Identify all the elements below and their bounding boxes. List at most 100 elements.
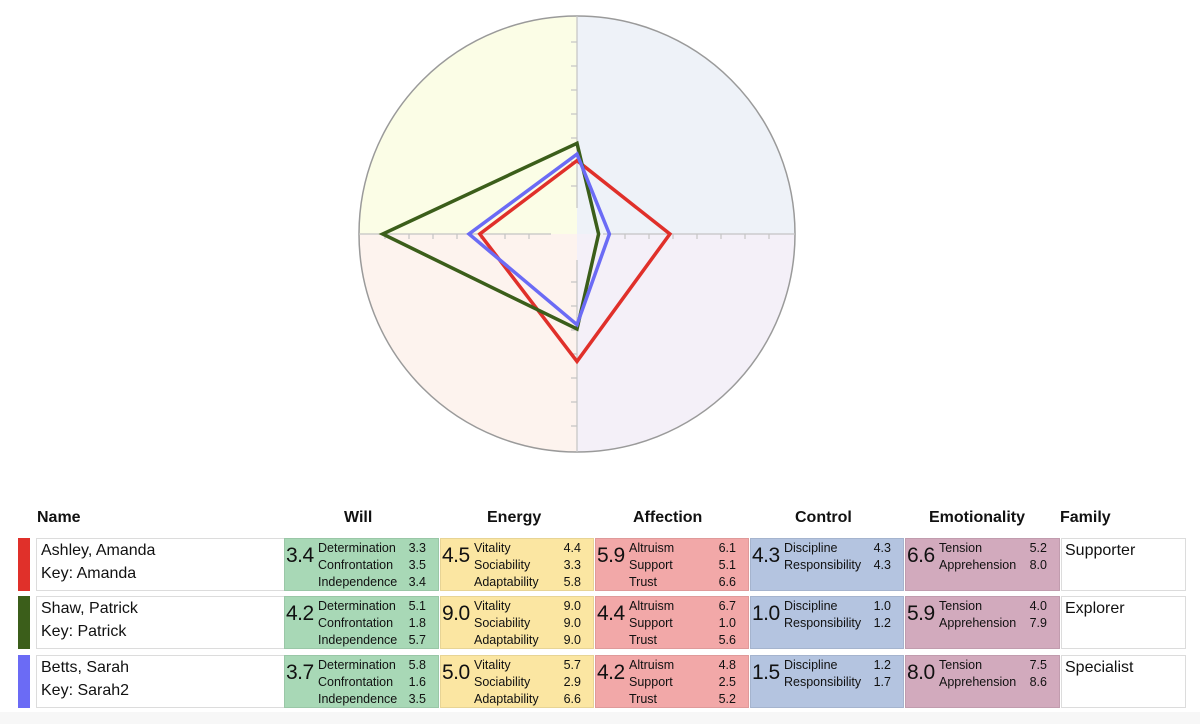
series-betts-sarah bbox=[466, 151, 612, 328]
affection-subscale-value: 1.0 bbox=[718, 616, 736, 630]
emotionality-subscale-label: Apprehension bbox=[939, 616, 1017, 630]
affection-subscale-value: 5.6 bbox=[718, 633, 736, 647]
energy-subscale-value: 9.0 bbox=[563, 599, 581, 613]
energy-subscale-label: Vitality bbox=[474, 541, 511, 555]
energy-score: 4.5 bbox=[442, 544, 470, 567]
control-subscale-value: 4.3 bbox=[873, 558, 891, 572]
family-label: Specialist bbox=[1065, 659, 1134, 676]
will-subscale-label: Confrontation bbox=[318, 675, 394, 689]
table-row[interactable]: Betts, Sarah Key: Sarah2 3.7 Determinatio… bbox=[0, 655, 1200, 708]
energy-cell: 9.0 Vitality 9.0 Sociability 9.0 Adaptabili… bbox=[440, 596, 594, 649]
person-key: Key: Amanda bbox=[41, 565, 137, 582]
affection-subscale-value: 6.7 bbox=[718, 599, 736, 613]
chart-series bbox=[378, 140, 673, 365]
header-name: Name bbox=[37, 509, 81, 526]
emotionality-score: 8.0 bbox=[907, 661, 935, 684]
energy-subscale-value: 9.0 bbox=[563, 633, 581, 647]
header-will: Will bbox=[344, 509, 373, 526]
energy-subscale-label: Sociability bbox=[474, 558, 531, 572]
emotionality-cell: 6.6 Tension 5.2 Apprehension 8.0 bbox=[905, 538, 1060, 591]
energy-subscale-label: Adaptability bbox=[474, 575, 539, 589]
name-cell[interactable]: Ashley, Amanda Key: Amanda bbox=[36, 538, 285, 591]
emotionality-subscale-label: Apprehension bbox=[939, 675, 1017, 689]
emotionality-subscale-label: Tension bbox=[939, 658, 983, 672]
emotionality-subscale-value: 7.5 bbox=[1029, 658, 1047, 672]
will-subscale-value: 5.8 bbox=[408, 658, 426, 672]
name-cell[interactable]: Betts, Sarah Key: Sarah2 bbox=[36, 655, 285, 708]
affection-subscale-label: Trust bbox=[629, 575, 658, 589]
header-affection: Affection bbox=[633, 509, 703, 526]
will-score: 3.4 bbox=[286, 544, 314, 567]
will-score: 4.2 bbox=[286, 602, 314, 625]
control-subscale-label: Discipline bbox=[784, 599, 838, 613]
will-subscale-value: 1.8 bbox=[408, 616, 426, 630]
header-family: Family bbox=[1060, 509, 1111, 526]
will-subscale-value: 3.3 bbox=[408, 541, 426, 555]
series-ashley-amanda bbox=[477, 158, 673, 365]
control-cell: 1.5 Discipline 1.2 Responsibility 1.7 bbox=[750, 655, 904, 708]
will-subscale-label: Determination bbox=[318, 658, 396, 672]
name-cell[interactable]: Shaw, Patrick Key: Patrick bbox=[36, 596, 285, 649]
energy-subscale-label: Sociability bbox=[474, 675, 531, 689]
energy-cell: 4.5 Vitality 4.4 Sociability 3.3 Adaptabili… bbox=[440, 538, 594, 591]
control-score: 1.0 bbox=[752, 602, 780, 625]
affection-score: 4.2 bbox=[597, 661, 625, 684]
emotionality-subscale-label: Tension bbox=[939, 541, 983, 555]
will-subscale-label: Determination bbox=[318, 541, 396, 555]
energy-subscale-value: 5.7 bbox=[563, 658, 581, 672]
emotionality-cell: 5.9 Tension 4.0 Apprehension 7.9 bbox=[905, 596, 1060, 649]
person-key: Key: Patrick bbox=[41, 623, 127, 640]
table-row[interactable]: Ashley, Amanda Key: Amanda 3.4 Determinat… bbox=[0, 538, 1200, 591]
control-subscale-value: 4.3 bbox=[873, 541, 891, 555]
control-subscale-label: Responsibility bbox=[784, 558, 862, 572]
control-cell: 1.0 Discipline 1.0 Responsibility 1.2 bbox=[750, 596, 904, 649]
emotionality-subscale-value: 7.9 bbox=[1029, 616, 1047, 630]
energy-subscale-value: 6.6 bbox=[563, 692, 581, 706]
energy-cell: 5.0 Vitality 5.7 Sociability 2.9 Adaptabili… bbox=[440, 655, 594, 708]
energy-subscale-label: Vitality bbox=[474, 599, 511, 613]
affection-subscale-label: Trust bbox=[629, 692, 658, 706]
energy-score: 5.0 bbox=[442, 661, 470, 684]
family-cell: Supporter bbox=[1061, 538, 1186, 591]
affection-subscale-label: Support bbox=[629, 675, 673, 689]
control-score: 1.5 bbox=[752, 661, 780, 684]
will-cell: 4.2 Determination 5.1 Confrontation 1.8 Ind… bbox=[284, 596, 439, 649]
family-label: Explorer bbox=[1065, 600, 1125, 617]
series-color-swatch bbox=[18, 596, 30, 649]
table-row[interactable]: Shaw, Patrick Key: Patrick 4.2 Determinat… bbox=[0, 596, 1200, 649]
header-energy: Energy bbox=[487, 509, 542, 526]
emotionality-score: 5.9 bbox=[907, 602, 935, 625]
emotionality-subscale-value: 5.2 bbox=[1029, 541, 1047, 555]
affection-score: 4.4 bbox=[597, 602, 625, 625]
control-subscale-label: Discipline bbox=[784, 658, 838, 672]
emotionality-subscale-label: Tension bbox=[939, 599, 983, 613]
affection-subscale-label: Trust bbox=[629, 633, 658, 647]
control-score: 4.3 bbox=[752, 544, 780, 567]
energy-subscale-value: 5.8 bbox=[563, 575, 581, 589]
affection-cell: 4.2 Altruism 4.8 Support 2.5 Trust 5.2 bbox=[595, 655, 749, 708]
will-subscale-label: Independence bbox=[318, 633, 398, 647]
affection-score: 5.9 bbox=[597, 544, 625, 567]
control-subscale-value: 1.2 bbox=[873, 658, 891, 672]
affection-subscale-label: Altruism bbox=[629, 658, 675, 672]
will-subscale-label: Determination bbox=[318, 599, 396, 613]
series-color-swatch bbox=[18, 538, 30, 591]
control-cell: 4.3 Discipline 4.3 Responsibility 4.3 bbox=[750, 538, 904, 591]
energy-subscale-value: 9.0 bbox=[563, 616, 581, 630]
will-cell: 3.7 Determination 5.8 Confrontation 1.6 Ind… bbox=[284, 655, 439, 708]
affection-subscale-label: Altruism bbox=[629, 541, 675, 555]
series-shaw-patrick bbox=[378, 140, 601, 332]
will-subscale-value: 3.5 bbox=[408, 558, 426, 572]
person-name: Shaw, Patrick bbox=[41, 600, 138, 617]
control-subscale-label: Responsibility bbox=[784, 616, 862, 630]
affection-subscale-label: Altruism bbox=[629, 599, 675, 613]
emotionality-subscale-value: 4.0 bbox=[1029, 599, 1047, 613]
control-subscale-value: 1.7 bbox=[873, 675, 891, 689]
person-name: Betts, Sarah bbox=[41, 659, 130, 676]
person-name: Ashley, Amanda bbox=[41, 542, 156, 559]
emotionality-subscale-label: Apprehension bbox=[939, 558, 1017, 572]
affection-subscale-value: 2.5 bbox=[718, 675, 736, 689]
affection-subscale-value: 6.1 bbox=[718, 541, 736, 555]
emotionality-cell: 8.0 Tension 7.5 Apprehension 8.6 bbox=[905, 655, 1060, 708]
control-subscale-value: 1.2 bbox=[873, 616, 891, 630]
